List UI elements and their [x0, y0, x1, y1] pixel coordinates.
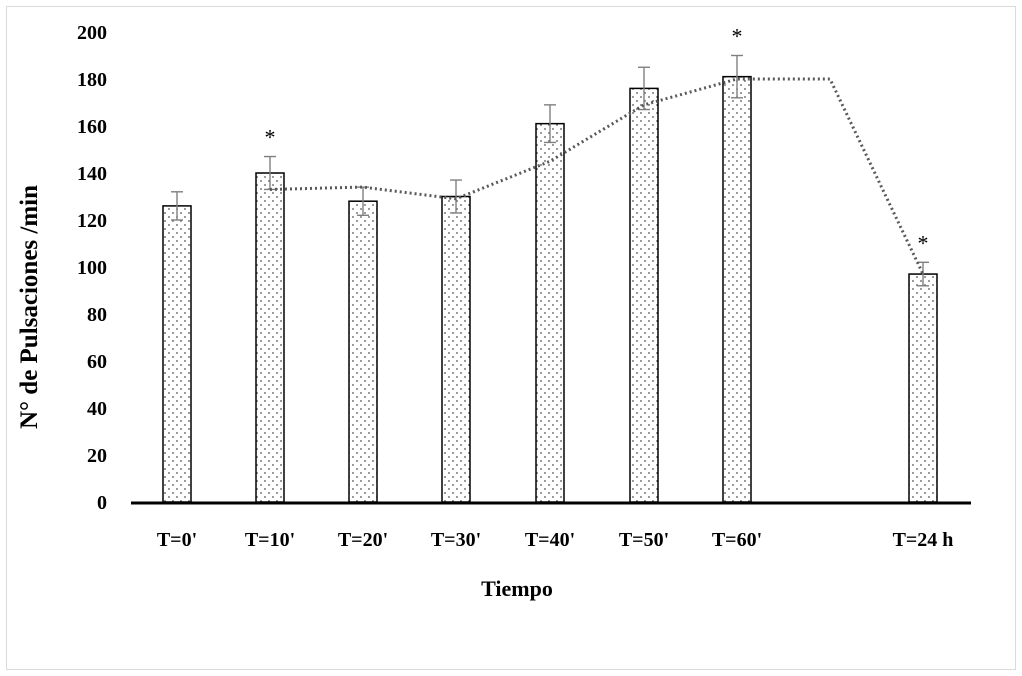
bar — [255, 172, 285, 503]
error-bar — [450, 179, 462, 214]
x-category-label: T=10' — [245, 529, 295, 551]
x-category-label: T=30' — [431, 529, 481, 551]
bar — [535, 122, 565, 503]
significance-asterisk: * — [918, 230, 929, 255]
significance-markers: * * * — [265, 24, 929, 256]
x-category-label: T=40' — [525, 529, 575, 551]
x-axis-title: Tiempo — [481, 576, 553, 601]
trend-line — [269, 77, 925, 275]
error-bar — [731, 54, 743, 99]
y-tick-label: 60 — [87, 351, 107, 373]
y-axis-title: N° de Pulsaciones /min — [16, 185, 43, 429]
significance-asterisk: * — [732, 24, 743, 49]
x-category-label: T=60' — [712, 529, 762, 551]
y-tick-label: 180 — [77, 69, 107, 91]
y-tick-label: 0 — [97, 492, 107, 514]
bar — [908, 273, 938, 503]
error-bar — [171, 191, 183, 221]
y-tick-label: 200 — [77, 22, 107, 44]
y-tick-label: 160 — [77, 116, 107, 138]
bar — [441, 195, 471, 503]
y-axis-ticks: 0 20 40 60 80 100 120 140 160 180 200 — [77, 22, 107, 514]
bar — [162, 205, 192, 503]
error-bar — [544, 104, 556, 144]
y-tick-label: 100 — [77, 257, 107, 279]
x-category-label: T=0' — [157, 529, 197, 551]
y-tick-label: 80 — [87, 304, 107, 326]
x-category-label: T=20' — [338, 529, 388, 551]
bar — [629, 87, 659, 503]
y-tick-label: 20 — [87, 445, 107, 467]
bar — [722, 75, 752, 503]
significance-asterisk: * — [265, 125, 276, 150]
bar — [348, 200, 378, 503]
y-tick-label: 140 — [77, 163, 107, 185]
bar-chart: 0 20 40 60 80 100 120 140 160 180 200 * * * T=0' T=10… — [16, 22, 971, 601]
x-axis-categories: T=0' T=10' T=20' T=30' T=40' T=50' T=60' T=24 h — [157, 529, 954, 551]
x-category-label: T=50' — [619, 529, 669, 551]
chart-frame: 0 20 40 60 80 100 120 140 160 180 200 * * * T=0' T=10… — [6, 6, 1016, 670]
error-bar — [638, 66, 650, 111]
x-category-label: T=24 h — [893, 529, 954, 551]
error-bars — [171, 54, 929, 287]
trend-line-path — [269, 77, 925, 275]
y-tick-label: 120 — [77, 210, 107, 232]
y-tick-label: 40 — [87, 398, 107, 420]
